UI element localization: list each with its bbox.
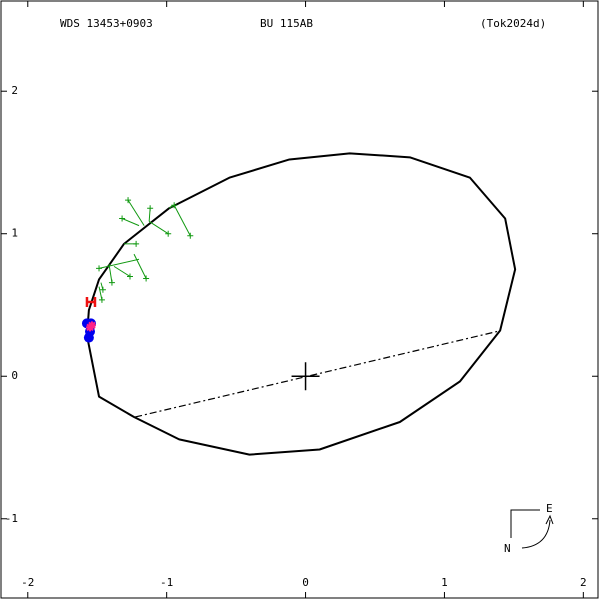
- compass-east: E: [546, 502, 553, 515]
- orbit-path: [85, 152, 517, 456]
- x-tick-label: 0: [302, 576, 309, 589]
- observation: [99, 286, 106, 293]
- residual-line: [108, 264, 113, 283]
- residual-line: [98, 258, 140, 269]
- observation: [98, 296, 105, 303]
- x-tick-label: -1: [160, 576, 173, 589]
- observation: [165, 230, 172, 237]
- header-right: (Tok2024d): [480, 17, 546, 30]
- x-tick-label: -2: [21, 576, 34, 589]
- header-left: WDS 13453+0903: [60, 17, 153, 30]
- observation: [125, 197, 132, 204]
- center-marker: [291, 362, 320, 391]
- observation: [147, 205, 154, 212]
- line-of-nodes: [135, 330, 498, 418]
- y-tick-label: 1: [11, 227, 18, 240]
- observation: [143, 275, 150, 282]
- compass-north: N: [504, 542, 511, 555]
- observation: [187, 232, 194, 239]
- residual-line: [113, 265, 131, 277]
- residual-line: [127, 199, 145, 226]
- compass: E N: [504, 502, 554, 555]
- residual-line: [148, 221, 169, 235]
- observation: [96, 265, 103, 272]
- observation: [127, 273, 133, 280]
- observation: [133, 240, 140, 247]
- recent-point: [85, 296, 97, 307]
- observation: [108, 279, 115, 286]
- observation: [119, 215, 126, 222]
- y-tick-label: 0: [11, 369, 18, 382]
- residual-line: [173, 204, 191, 236]
- x-tick-label: 2: [580, 576, 587, 589]
- y-tick-label: -1: [5, 512, 18, 525]
- header-center: BU 115AB: [260, 17, 313, 30]
- y-tick-label: 2: [11, 84, 18, 97]
- residual-line: [121, 218, 140, 227]
- speckle-point: [87, 321, 96, 330]
- x-tick-label: 1: [441, 576, 448, 589]
- residual-line: [133, 253, 147, 279]
